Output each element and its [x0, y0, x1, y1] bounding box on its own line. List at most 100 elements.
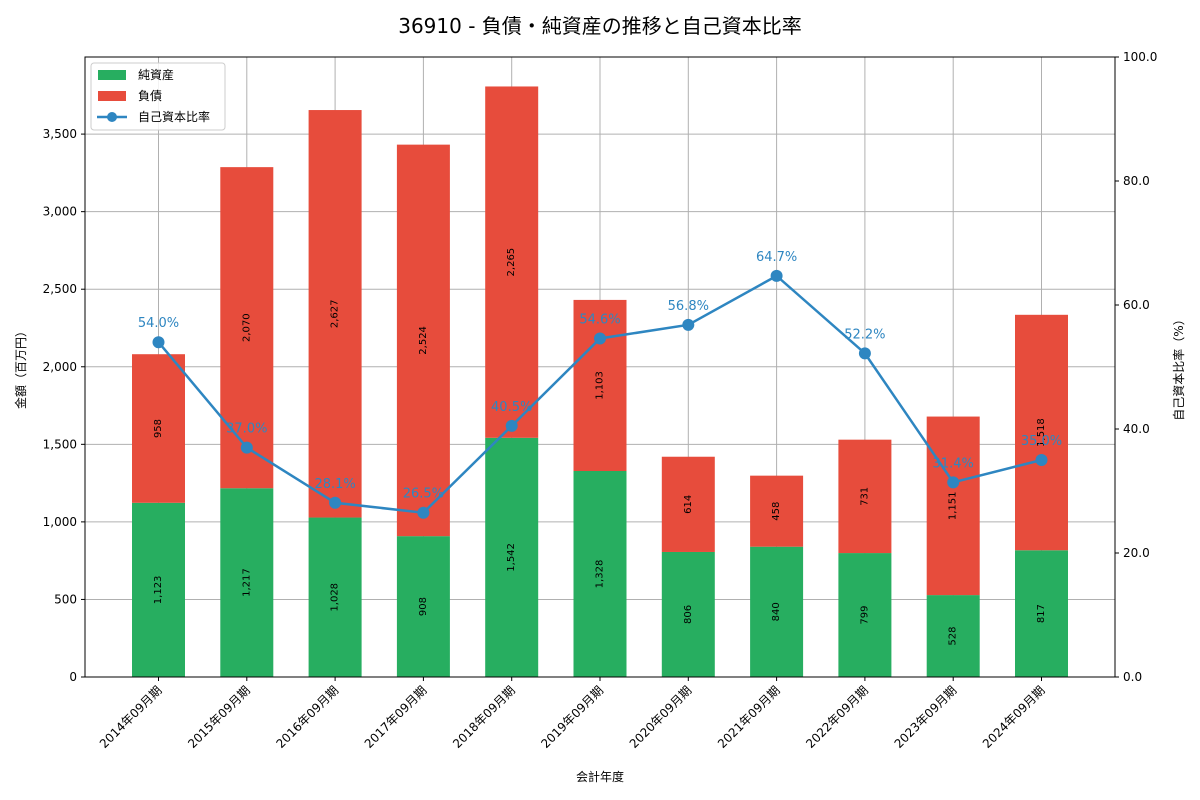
bar-value-label: 958 — [153, 419, 164, 438]
bar-value-label: 2,627 — [330, 299, 341, 328]
bar-segment — [1015, 550, 1068, 677]
bar-value-label: 1,028 — [330, 583, 341, 612]
bar-series — [132, 86, 1068, 677]
bar-value-labels: 1,123 1,217 1,028 908 1,542 1,328 806 840 799 528… — [153, 248, 1047, 646]
ratio-marker — [152, 336, 165, 349]
bar-segment — [838, 439, 892, 554]
bar-segment — [485, 86, 539, 438]
x-tick-label: 2023年09月期 — [892, 683, 960, 751]
ratio-value-label: 54.6% — [579, 312, 620, 327]
bar-segment — [220, 167, 274, 489]
y-tick-label: 3,500 — [43, 127, 77, 141]
ratio-marker — [947, 476, 960, 489]
bar-segment — [661, 551, 715, 677]
bar-value-label: 1,151 — [948, 492, 959, 521]
ratio-marker — [505, 419, 518, 432]
x-tick-label: 2024年09月期 — [980, 683, 1048, 751]
x-tick-label: 2020年09月期 — [627, 683, 695, 751]
bar-value-label: 2,524 — [418, 326, 429, 355]
bar-segment — [220, 488, 274, 677]
ratio-value-label: 64.7% — [756, 250, 797, 265]
bar-value-label: 908 — [418, 597, 429, 616]
x-tick-label: 2021年09月期 — [715, 683, 783, 751]
bar-segment — [750, 475, 804, 547]
bar-segment — [132, 502, 185, 677]
bar-value-label: 458 — [771, 502, 782, 521]
legend-swatch-liabilities — [98, 91, 126, 101]
y2-axis-label: 自己資本比率（%） — [1171, 313, 1186, 420]
bar-segment — [396, 144, 450, 537]
bar-segment — [926, 416, 980, 596]
legend: 純資産 負債 自己資本比率 — [90, 62, 226, 131]
bar-segment — [308, 110, 362, 518]
bar-value-label: 1,542 — [506, 543, 517, 572]
y2-tick-label: 20.0 — [1123, 546, 1150, 560]
y-tick-label: 500 — [54, 592, 77, 606]
bar-value-label: 1,328 — [595, 560, 606, 589]
x-tick-label: 2022年09月期 — [803, 683, 871, 751]
chart-title: 36910 - 負債・純資産の推移と自己資本比率 — [398, 14, 802, 38]
x-tick-label: 2016年09月期 — [273, 683, 341, 751]
bar-segment — [750, 546, 804, 677]
legend-swatch-net-assets — [98, 70, 126, 80]
ratio-marker — [417, 506, 430, 519]
ratio-value-label: 56.8% — [668, 299, 709, 314]
ratio-marker — [594, 332, 606, 345]
bar-value-label: 806 — [683, 605, 694, 624]
ratio-value-label: 26.5% — [403, 487, 444, 502]
ratio-value-label: 54.0% — [138, 316, 179, 331]
ratio-line-series: 54.0% 37.0% 28.1% 26.5% 40.5% 54.6% 56.8% 64.7%… — [138, 250, 1062, 519]
bar-value-label: 731 — [859, 487, 870, 506]
y-tick-label: 1,000 — [43, 515, 77, 529]
bar-value-label: 799 — [859, 605, 870, 624]
ratio-marker — [682, 318, 695, 331]
y-tick-label: 2,500 — [43, 282, 77, 296]
x-tick-label: 2019年09月期 — [538, 683, 606, 751]
legend-label-ratio: 自己資本比率 — [138, 109, 210, 124]
bar-value-label: 614 — [683, 495, 694, 514]
legend-label-net-assets: 純資産 — [138, 67, 174, 82]
bar-value-label: 817 — [1036, 604, 1047, 623]
bar-value-label: 1,103 — [595, 371, 606, 400]
ratio-marker — [1035, 454, 1048, 466]
ratio-marker — [240, 441, 253, 454]
x-axis: 2014年09月期 2015年09月期 2016年09月期 2017年09月期 2018… — [97, 677, 1048, 751]
right-y-axis: 0.0 20.0 40.0 60.0 80.0 100.0 — [1115, 50, 1157, 684]
bar-value-label: 2,070 — [241, 313, 252, 342]
legend-marker-ratio — [107, 112, 117, 122]
bar-segment — [132, 354, 185, 503]
ratio-value-label: 52.2% — [844, 327, 885, 342]
bar-segment — [573, 471, 627, 677]
bar-segment — [926, 595, 980, 677]
bar-segment — [661, 456, 715, 552]
bar-segment — [485, 437, 539, 677]
ratio-value-label: 40.5% — [491, 400, 532, 415]
x-tick-label: 2014年09月期 — [97, 683, 165, 751]
bar-value-label: 528 — [948, 627, 959, 646]
x-tick-label: 2018年09月期 — [450, 683, 518, 751]
x-axis-label: 会計年度 — [576, 769, 624, 784]
bar-value-label: 2,265 — [506, 248, 517, 277]
bar-segment — [308, 517, 362, 677]
x-tick-label: 2017年09月期 — [362, 683, 430, 751]
ratio-marker — [858, 347, 871, 360]
bar-segment — [396, 536, 450, 677]
bar-value-label: 840 — [771, 602, 782, 621]
bar-segment — [573, 299, 627, 472]
bar-segment — [1015, 314, 1068, 551]
ratio-value-label: 37.0% — [226, 422, 267, 437]
y-tick-label: 0 — [69, 670, 77, 684]
bar-value-label: 1,123 — [153, 576, 164, 605]
ratio-value-label: 35.0% — [1021, 434, 1062, 449]
left-y-axis: 0 500 1,000 1,500 2,000 2,500 3,000 3,500 — [43, 127, 85, 684]
y2-tick-label: 80.0 — [1123, 174, 1150, 188]
x-tick-label: 2015年09月期 — [185, 683, 253, 751]
legend-label-liabilities: 負債 — [138, 88, 162, 103]
ratio-value-label: 31.4% — [933, 456, 974, 471]
y-tick-label: 2,000 — [43, 360, 77, 374]
y2-tick-label: 0.0 — [1123, 670, 1142, 684]
ratio-marker — [770, 269, 783, 282]
ratio-value-label: 28.1% — [314, 477, 355, 492]
y2-tick-label: 60.0 — [1123, 298, 1150, 312]
